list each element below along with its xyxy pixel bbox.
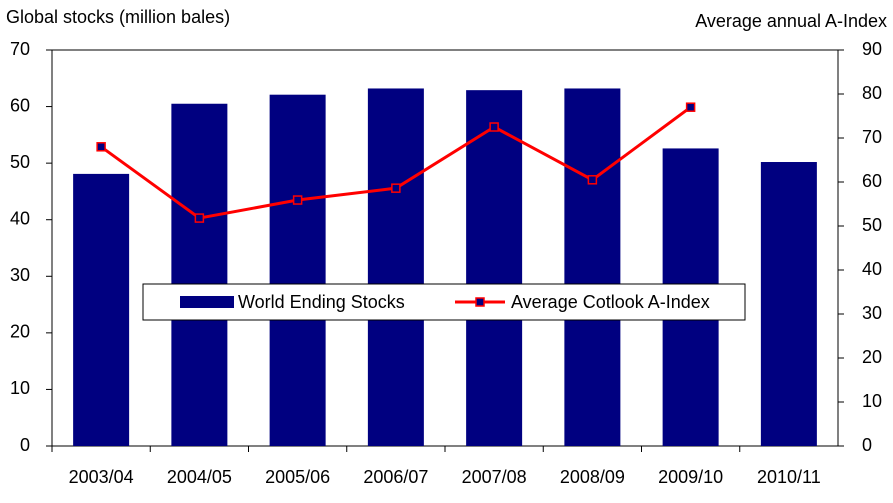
y-tick-label: 0 <box>20 435 30 455</box>
y-tick-label: 70 <box>10 39 30 59</box>
x-tick-label: 2009/10 <box>658 467 723 487</box>
marker <box>96 142 106 152</box>
bar <box>269 94 326 446</box>
bar <box>367 88 424 447</box>
marker <box>685 102 696 112</box>
legend-label: Average Cotlook A-Index <box>511 292 710 312</box>
bar <box>760 162 817 447</box>
y2-tick-label: 50 <box>862 215 882 235</box>
x-tick-label: 2008/09 <box>560 467 625 487</box>
y2-tick-label: 30 <box>862 303 882 323</box>
y-tick-label: 40 <box>10 208 30 228</box>
bar <box>466 90 523 446</box>
y-axis-title: Global stocks (million bales) <box>6 7 230 27</box>
legend-box <box>142 283 746 321</box>
y2-tick-label: 80 <box>862 83 882 103</box>
x-tick-label: 2004/05 <box>167 467 232 487</box>
y-tick-label: 50 <box>10 152 30 172</box>
y2-tick-label: 90 <box>862 39 882 59</box>
bar <box>73 173 130 447</box>
marker <box>292 195 303 205</box>
y2-tick-label: 0 <box>862 435 872 455</box>
y2-tick-label: 70 <box>862 127 882 147</box>
x-tick-label: 2007/08 <box>462 467 527 487</box>
y2-tick-label: 10 <box>862 391 882 411</box>
marker <box>391 183 401 193</box>
legend-label: World Ending Stocks <box>238 292 405 312</box>
x-tick-label: 2003/04 <box>69 467 134 487</box>
y2-tick-label: 40 <box>862 259 882 279</box>
bar <box>171 103 228 446</box>
bar <box>564 88 621 447</box>
y-tick-label: 10 <box>10 378 30 398</box>
y-tick-label: 60 <box>10 95 30 115</box>
marker <box>489 122 499 132</box>
legend-swatch <box>180 296 234 308</box>
legend-marker <box>475 297 485 307</box>
plot-frame <box>51 49 839 447</box>
y2-tick-label: 20 <box>862 347 882 367</box>
x-tick-label: 2006/07 <box>363 467 428 487</box>
x-tick-label: 2010/11 <box>757 467 821 487</box>
y2-axis-title: Average annual A-Index <box>695 11 887 31</box>
y2-tick-label: 60 <box>862 171 882 191</box>
y-tick-label: 30 <box>10 265 30 285</box>
marker <box>194 213 205 223</box>
marker <box>587 175 598 185</box>
y-tick-label: 20 <box>10 322 30 342</box>
x-tick-label: 2005/06 <box>265 467 330 487</box>
